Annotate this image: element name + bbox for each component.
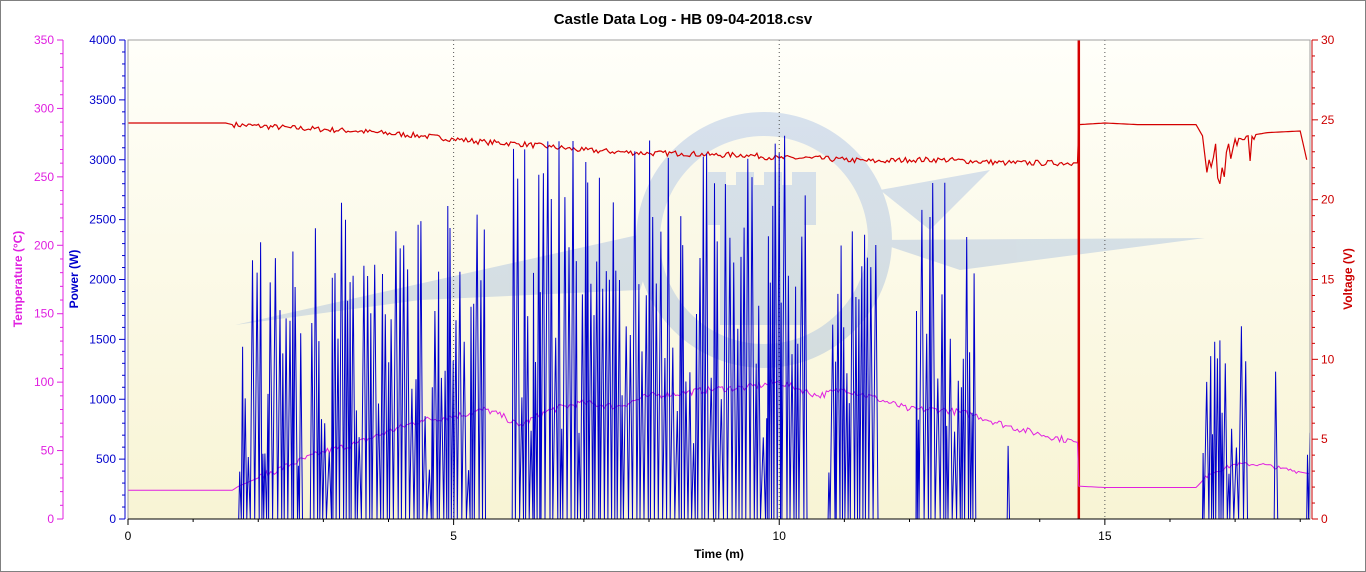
power-tick-label-0: 0 xyxy=(109,512,116,526)
temperature-tick-label-5: 250 xyxy=(34,170,54,184)
voltage-tick-label-5: 25 xyxy=(1321,113,1335,127)
voltage-tick-label-2: 10 xyxy=(1321,352,1335,366)
power-tick-label-6: 3000 xyxy=(89,153,116,167)
voltage-tick-label-4: 20 xyxy=(1321,193,1335,207)
temperature-tick-label-2: 100 xyxy=(34,375,54,389)
x-tick-label-2: 10 xyxy=(773,529,787,543)
temperature-tick-label-1: 50 xyxy=(41,444,55,458)
x-tick-label-1: 5 xyxy=(450,529,457,543)
temperature-tick-label-0: 0 xyxy=(47,512,54,526)
voltage-tick-label-1: 5 xyxy=(1321,432,1328,446)
power-tick-label-8: 4000 xyxy=(89,33,116,47)
x-tick-label-0: 0 xyxy=(125,529,132,543)
x-tick-label-3: 15 xyxy=(1098,529,1112,543)
power-tick-label-7: 3500 xyxy=(89,93,116,107)
voltage-series-line xyxy=(128,121,1308,185)
series-layer xyxy=(128,40,1310,519)
voltage-tick-label-0: 0 xyxy=(1321,512,1328,526)
x-axis-title: Time (m) xyxy=(694,547,744,561)
voltage-axis-title: Voltage (V) xyxy=(1341,248,1355,310)
power-tick-label-3: 1500 xyxy=(89,332,116,346)
voltage-tick-label-6: 30 xyxy=(1321,33,1335,47)
temperature-tick-label-4: 200 xyxy=(34,238,54,252)
axes: 0 5 10 150501001502002503003500500100015002… xyxy=(34,33,1335,543)
power-axis-title: Power (W) xyxy=(67,250,81,309)
temperature-tick-label-3: 150 xyxy=(34,307,54,321)
power-tick-label-2: 1000 xyxy=(89,392,116,406)
voltage-tick-label-3: 15 xyxy=(1321,273,1335,287)
temperature-tick-label-6: 300 xyxy=(34,101,54,115)
chart-title: Castle Data Log - HB 09-04-2018.csv xyxy=(554,11,813,28)
temperature-tick-label-7: 350 xyxy=(34,33,54,47)
power-tick-label-5: 2500 xyxy=(89,213,116,227)
power-tick-label-4: 2000 xyxy=(89,273,116,287)
power-series-line xyxy=(128,135,1310,519)
power-tick-label-1: 500 xyxy=(96,452,116,466)
temperature-axis-title: Temperature (°C) xyxy=(11,231,25,328)
